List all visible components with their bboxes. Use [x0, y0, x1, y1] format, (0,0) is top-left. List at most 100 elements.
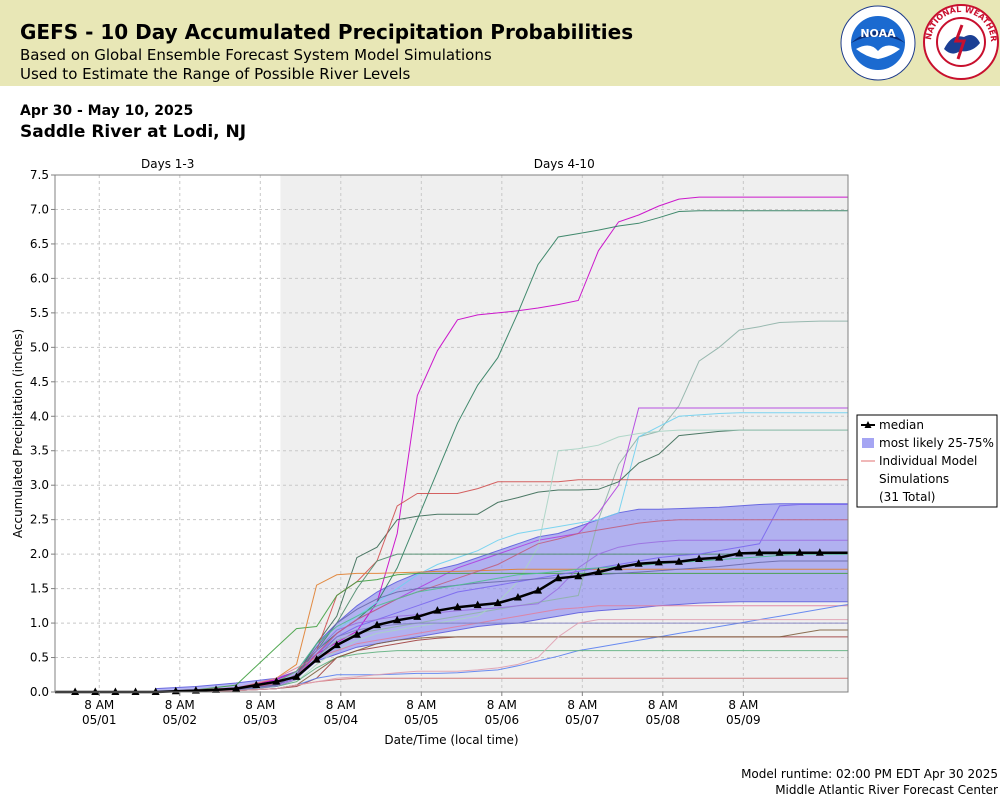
x-tick-label-date: 05/02	[162, 713, 197, 727]
median-marker	[815, 548, 824, 556]
model-runtime: Model runtime: 02:00 PM EDT Apr 30 2025	[741, 767, 998, 781]
member-line-2	[155, 210, 848, 693]
legend-member-label-1: Individual Model	[879, 454, 977, 468]
x-tick-label-date: 05/05	[404, 713, 439, 727]
y-axis-title: Accumulated Precipitation (inches)	[11, 329, 25, 538]
period-label-days-1-3: Days 1-3	[141, 157, 194, 171]
median-marker	[111, 687, 120, 695]
y-tick-label: 1.0	[30, 616, 49, 630]
x-tick-label-time: 8 AM	[326, 698, 356, 712]
median-marker	[292, 672, 301, 680]
y-tick-label: 3.5	[30, 444, 49, 458]
median-marker	[373, 620, 382, 629]
y-tick-label: 0.0	[30, 685, 49, 699]
median-marker	[654, 557, 663, 566]
member-line-12	[155, 504, 848, 693]
median-marker	[131, 687, 140, 695]
median-marker	[695, 554, 704, 562]
y-tick-label: 7.0	[30, 202, 49, 216]
x-tick-label-date: 05/07	[565, 713, 600, 727]
x-tick-label-time: 8 AM	[84, 698, 114, 712]
y-tick-label: 2.5	[30, 513, 49, 527]
x-tick-label-date: 05/09	[726, 713, 761, 727]
y-tick-label: 3.0	[30, 478, 49, 492]
page-subtitle-2: Used to Estimate the Range of Possible R…	[20, 65, 411, 83]
y-tick-label: 6.0	[30, 271, 49, 285]
legend-band-label: most likely 25-75%	[879, 436, 994, 450]
legend-band-swatch	[862, 438, 874, 448]
member-line-23	[155, 560, 848, 693]
noaa-logo-text: NOAA	[860, 27, 896, 40]
x-tick-label-time: 8 AM	[165, 698, 195, 712]
median-marker	[272, 677, 281, 685]
y-tick-label: 1.5	[30, 582, 49, 596]
median-marker	[352, 630, 361, 638]
x-tick-label-date: 05/04	[324, 713, 359, 727]
median-marker	[574, 571, 583, 580]
x-tick-label-date: 05/01	[82, 713, 117, 727]
median-marker	[775, 548, 784, 556]
noaa-logo: NOAA	[840, 5, 916, 81]
median-marker	[212, 685, 221, 693]
date-range: Apr 30 - May 10, 2025	[20, 103, 194, 119]
x-tick-label-time: 8 AM	[406, 698, 436, 712]
x-axis-title: Date/Time (local time)	[384, 733, 518, 747]
y-tick-label: 0.5	[30, 651, 49, 665]
x-tick-label-time: 8 AM	[245, 698, 275, 712]
median-marker	[413, 612, 422, 620]
member-line-7	[155, 479, 848, 693]
member-line-18	[155, 629, 848, 693]
y-tick-label: 2.0	[30, 547, 49, 561]
median-marker	[332, 640, 341, 649]
median-marker	[493, 598, 502, 607]
location-title: Saddle River at Lodi, NJ	[20, 122, 247, 142]
precipitation-chart: Days 1-3 Days 4-10 0.0 0.5 1.0 1.5 2.0 2.5 3.0 3.…	[11, 157, 998, 747]
legend-box	[856, 414, 998, 508]
x-tick-label-date: 05/06	[485, 713, 520, 727]
member-line-8	[155, 429, 848, 693]
median-marker	[252, 680, 261, 689]
y-tick-label: 4.5	[30, 375, 49, 389]
period-label-days-4-10: Days 4-10	[534, 157, 595, 171]
page-title: GEFS - 10 Day Accumulated Precipitation …	[20, 20, 634, 44]
median-marker	[433, 606, 442, 614]
page-subtitle-1: Based on Global Ensemble Forecast System…	[20, 46, 492, 64]
x-tick-label-time: 8 AM	[648, 698, 678, 712]
median-marker	[735, 548, 744, 557]
member-line-15	[155, 604, 849, 693]
x-tick-label-date: 05/03	[243, 713, 278, 727]
member-line-19	[155, 539, 848, 693]
x-tick-label-time: 8 AM	[728, 698, 758, 712]
median-marker	[534, 586, 543, 594]
forecast-center: Middle Atlantic River Forecast Center	[775, 783, 998, 797]
median-marker	[232, 684, 241, 692]
member-line-3	[155, 320, 848, 693]
y-tick-label: 7.5	[30, 168, 49, 182]
member-line-22	[155, 619, 848, 693]
median-marker	[715, 553, 724, 561]
y-tick-label: 5.5	[30, 306, 49, 320]
y-tick-label: 6.5	[30, 237, 49, 251]
header-banner: GEFS - 10 Day Accumulated Precipitation …	[0, 0, 1000, 86]
median-marker	[513, 593, 522, 601]
median-marker	[91, 687, 100, 695]
member-line-17	[155, 650, 848, 693]
y-tick-label: 4.0	[30, 409, 49, 423]
median-marker	[614, 562, 623, 571]
x-tick-label-time: 8 AM	[487, 698, 517, 712]
x-tick-label-date: 05/08	[646, 713, 681, 727]
member-line-21	[155, 622, 848, 693]
median-marker	[755, 548, 764, 556]
member-line-10	[155, 568, 848, 693]
nws-logo: NATIONAL WEATHER SERVICE	[922, 3, 999, 80]
legend-member-label-3: (31 Total)	[879, 490, 935, 504]
median-marker	[554, 573, 563, 582]
median-marker	[312, 655, 321, 663]
x-tick-label-time: 8 AM	[567, 698, 597, 712]
median-marker	[674, 557, 683, 565]
median-marker	[71, 687, 80, 695]
y-tick-label: 5.0	[30, 340, 49, 354]
legend-member-label-2: Simulations	[879, 472, 949, 486]
median-marker	[473, 600, 482, 609]
plot-border	[54, 174, 849, 693]
